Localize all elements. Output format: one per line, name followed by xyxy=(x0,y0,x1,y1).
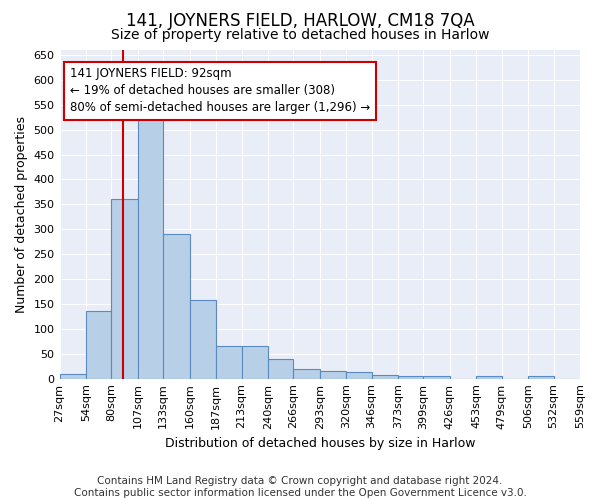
Bar xyxy=(320,371,346,378)
Bar xyxy=(528,376,554,378)
Bar xyxy=(242,346,268,378)
Bar xyxy=(268,359,293,378)
Bar xyxy=(398,376,424,378)
Y-axis label: Number of detached properties: Number of detached properties xyxy=(15,116,28,313)
Bar xyxy=(346,372,371,378)
Text: Size of property relative to detached houses in Harlow: Size of property relative to detached ho… xyxy=(111,28,489,42)
Bar xyxy=(424,376,450,378)
Bar xyxy=(112,200,138,378)
Text: 141, JOYNERS FIELD, HARLOW, CM18 7QA: 141, JOYNERS FIELD, HARLOW, CM18 7QA xyxy=(125,12,475,30)
Bar xyxy=(86,312,112,378)
X-axis label: Distribution of detached houses by size in Harlow: Distribution of detached houses by size … xyxy=(164,437,475,450)
Text: 141 JOYNERS FIELD: 92sqm
← 19% of detached houses are smaller (308)
80% of semi-: 141 JOYNERS FIELD: 92sqm ← 19% of detach… xyxy=(70,68,371,114)
Bar xyxy=(138,112,163,378)
Bar xyxy=(476,376,502,378)
Bar xyxy=(293,368,320,378)
Text: Contains HM Land Registry data © Crown copyright and database right 2024.
Contai: Contains HM Land Registry data © Crown c… xyxy=(74,476,526,498)
Bar xyxy=(59,374,86,378)
Bar xyxy=(371,374,398,378)
Bar xyxy=(190,300,216,378)
Bar xyxy=(216,346,242,378)
Bar xyxy=(163,234,190,378)
